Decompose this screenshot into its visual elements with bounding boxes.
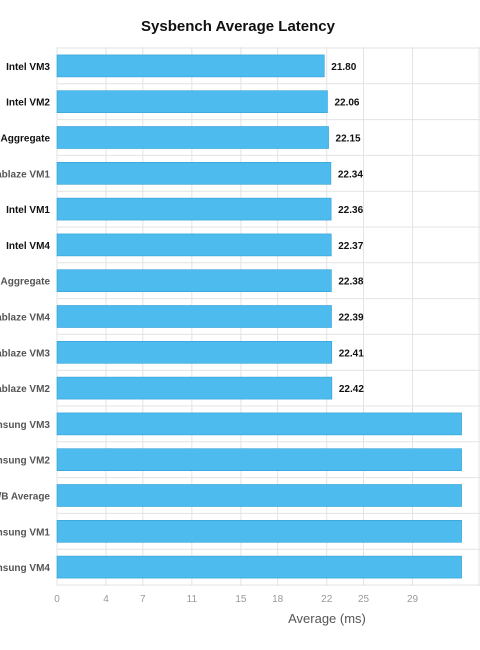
- value-label: 22.38: [338, 277, 363, 288]
- x-axis-ticks: 0 4 7 11 15 18 22 25 29: [54, 594, 418, 605]
- x-tick-label: 25: [358, 594, 370, 605]
- value-label: 22.42: [339, 384, 364, 395]
- chart-title: Sysbench Average Latency: [141, 18, 336, 35]
- x-tick-label: 4: [103, 594, 109, 605]
- value-label: 22.41: [339, 348, 364, 359]
- category-label: nsung VM4: [0, 563, 50, 574]
- bar: [56, 448, 462, 472]
- bar: [56, 519, 462, 543]
- x-tick-label: 15: [235, 594, 247, 605]
- bar: [56, 412, 462, 436]
- bar: [56, 305, 332, 328]
- x-tick-label: 7: [140, 594, 146, 605]
- category-label: ablaze VM2: [0, 384, 50, 395]
- x-tick-label: 29: [407, 594, 419, 605]
- value-label: 22.34: [338, 169, 363, 180]
- category-label: ablaze VM1: [0, 169, 50, 180]
- value-label: 22.15: [336, 134, 361, 145]
- x-tick-label: 22: [321, 594, 333, 605]
- category-label: Aggregate: [1, 277, 51, 288]
- category-label: nsung VM3: [0, 420, 50, 431]
- x-tick-label: 0: [54, 594, 60, 605]
- category-label: Intel VM3: [6, 62, 50, 73]
- value-label: 22.37: [338, 241, 363, 252]
- bar: [56, 233, 332, 257]
- x-tick-label: 18: [272, 594, 284, 605]
- category-label: Intel VM4: [6, 241, 50, 252]
- bar: [56, 54, 325, 78]
- category-label: Intel VM1: [6, 205, 50, 216]
- category-label: ablaze VM4: [0, 313, 50, 324]
- category-label: nsung VM2: [0, 456, 50, 467]
- category-label: nsung VM1: [0, 527, 50, 538]
- x-tick-label: 11: [187, 594, 198, 605]
- bar: [56, 197, 332, 221]
- category-label: Aggregate: [1, 134, 51, 145]
- category-label: Intel VM2: [6, 98, 50, 109]
- bar: [56, 90, 328, 113]
- bar: [56, 162, 332, 185]
- bars: [56, 54, 462, 579]
- bar: [56, 376, 333, 400]
- x-axis-label: Average (ms): [288, 611, 366, 626]
- category-label: /B Average: [0, 492, 50, 503]
- value-label: 22.39: [339, 313, 364, 324]
- category-labels: Intel VM3 21.80 Intel VM2 22.06 Aggregate 22.…: [0, 62, 364, 574]
- value-label: 21.80: [331, 62, 356, 73]
- bar: [56, 555, 462, 579]
- bar: [56, 126, 329, 149]
- value-label: 22.06: [334, 98, 359, 109]
- bar: [56, 340, 333, 364]
- bar: [56, 269, 332, 293]
- category-label: ablaze VM3: [0, 348, 50, 359]
- bar: [56, 484, 462, 507]
- value-label: 22.36: [338, 205, 363, 216]
